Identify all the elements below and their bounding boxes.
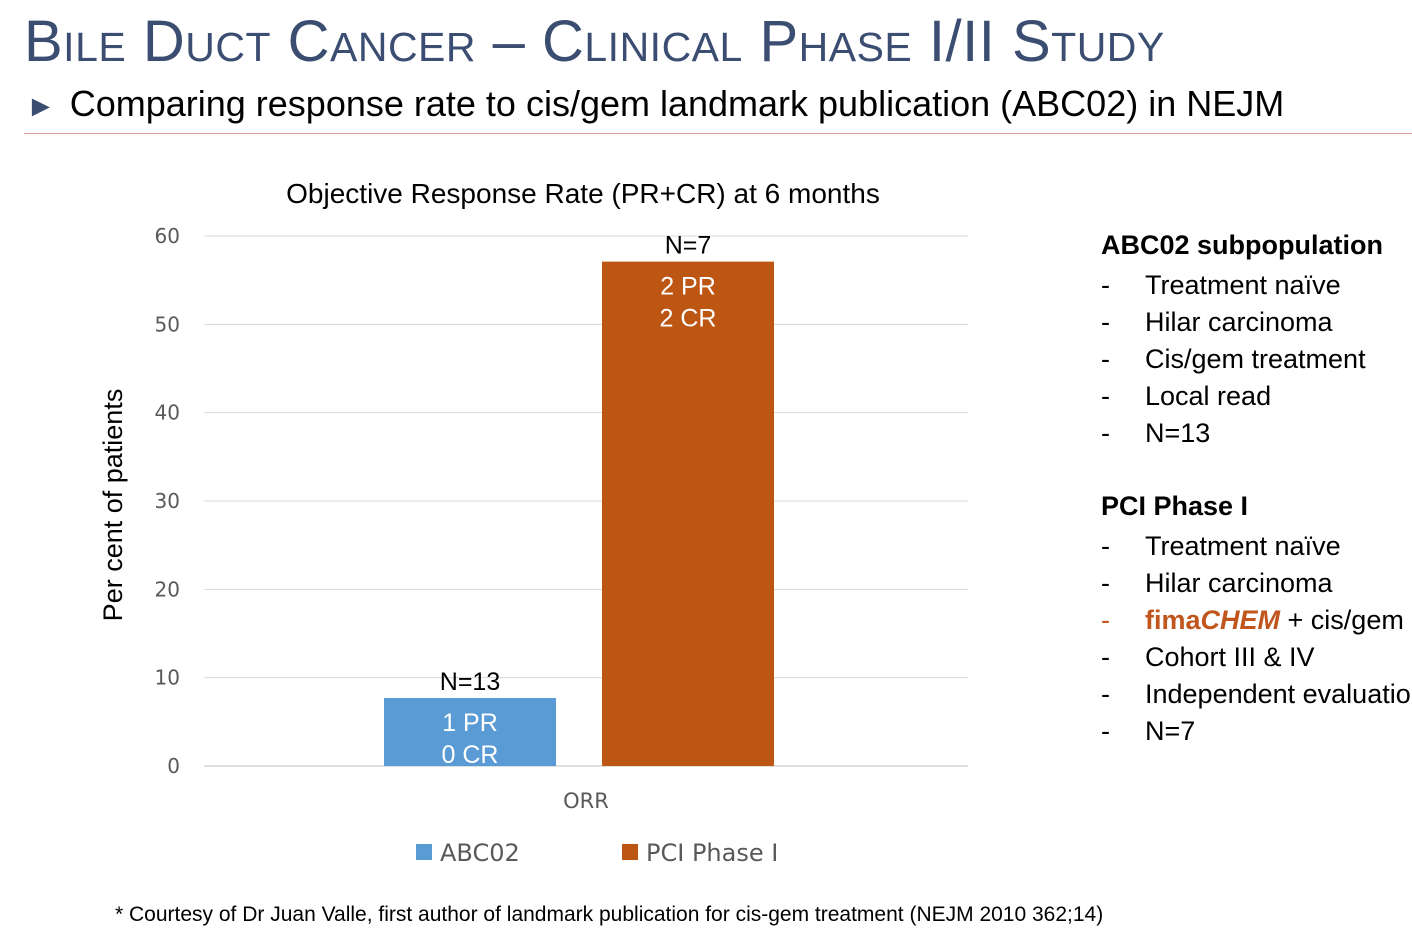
gridlines [204,235,968,767]
dash-marker: - [1101,531,1110,561]
y-tick-label: 20 [155,577,180,601]
bar-inner-label: 1 PR [442,709,498,737]
response-rate-chart: Objective Response Rate (PR+CR) at 6 mon… [98,178,968,867]
list-item: - Cohort III & IV [1101,639,1412,676]
slide-subtitle: ► Comparing response rate to cis/gem land… [26,82,1284,125]
title-divider [24,133,1412,134]
item-text: Hilar carcinoma [1145,307,1333,337]
legend-label: PCI Phase I [646,839,778,867]
y-tick-labels: 0 10 20 30 40 50 60 [155,224,180,778]
list-item: - Local read [1101,378,1366,415]
item-text: Treatment naïve [1145,270,1341,300]
bars: N=13 1 PR 0 CR N=7 2 PR 2 CR [384,232,774,769]
bar-inner-label: 2 PR [660,273,716,301]
list-item: - Treatment naïve [1101,267,1366,304]
dash-marker: - [1101,605,1110,635]
chart-title: Objective Response Rate (PR+CR) at 6 mon… [286,178,880,209]
slide-title: Bile Duct Cancer – Clinical Phase I/II S… [24,9,1165,74]
bar-count-label: N=7 [665,232,712,260]
dash-marker: - [1101,679,1110,709]
list-item: - Hilar carcinoma [1101,304,1366,341]
item-text: Independent evaluation [1145,679,1412,709]
brand-fima: fima [1145,605,1201,635]
footnote: * Courtesy of Dr Juan Valle, first autho… [115,903,1104,926]
item-text: N=7 [1145,716,1196,746]
dash-marker: - [1101,568,1110,598]
triangle-right-icon: ► [26,90,56,123]
list-item: - N=7 [1101,713,1412,750]
dash-marker: - [1101,381,1110,411]
item-text: Cis/gem treatment [1145,344,1366,374]
list-item: - Cis/gem treatment [1101,341,1366,378]
y-tick-label: 40 [155,401,180,425]
y-tick-label: 30 [155,489,180,513]
dash-marker: - [1101,642,1110,672]
y-tick-label: 10 [155,666,180,690]
bar-abc02 [384,697,556,766]
x-category-label: ORR [563,789,609,813]
bar-pci-phase-i [602,261,774,766]
subtitle-text: Comparing response rate to cis/gem landm… [69,83,1285,124]
y-tick-label: 50 [155,312,180,336]
dash-marker: - [1101,344,1110,374]
item-text: Hilar carcinoma [1145,568,1333,598]
y-tick-label: 0 [167,754,180,778]
dash-marker: - [1101,270,1110,300]
group-heading-abc02: ABC02 subpopulation [1101,230,1383,260]
list-abc02: - Treatment naïve - Hilar carcinoma - Cis/g… [1101,267,1366,452]
legend: ABC02 PCI Phase I [416,839,778,867]
y-axis-label: Per cent of patients [98,389,128,622]
dash-marker: - [1101,418,1110,448]
legend-swatch [622,844,638,860]
item-text: N=13 [1145,418,1211,448]
bar-count-label: N=13 [440,668,500,696]
item-text: Cohort III & IV [1145,642,1315,672]
legend-label: ABC02 [440,839,520,867]
list-item: - Hilar carcinoma [1101,565,1412,602]
brand-chem: CHEM [1200,605,1281,635]
group-heading-pci: PCI Phase I [1101,491,1249,521]
y-tick-label: 60 [155,224,180,248]
item-text: Local read [1145,381,1272,411]
item-text: + cis/gem [1280,605,1404,635]
bar-inner-label: 2 CR [660,305,717,333]
list-pci: - Treatment naïve - Hilar carcinoma - fimaC… [1101,528,1412,750]
list-item: - Treatment naïve [1101,528,1412,565]
item-text: Treatment naïve [1145,531,1341,561]
bar-inner-label: 0 CR [442,741,499,769]
list-item: - fimaCHEM + cis/gem [1101,602,1412,639]
list-item: - N=13 [1101,415,1366,452]
list-item: - Independent evaluation [1101,676,1412,713]
legend-swatch [416,844,432,860]
dash-marker: - [1101,716,1110,746]
dash-marker: - [1101,307,1110,337]
fimachem-logo: fimaCHEM [1145,605,1280,635]
